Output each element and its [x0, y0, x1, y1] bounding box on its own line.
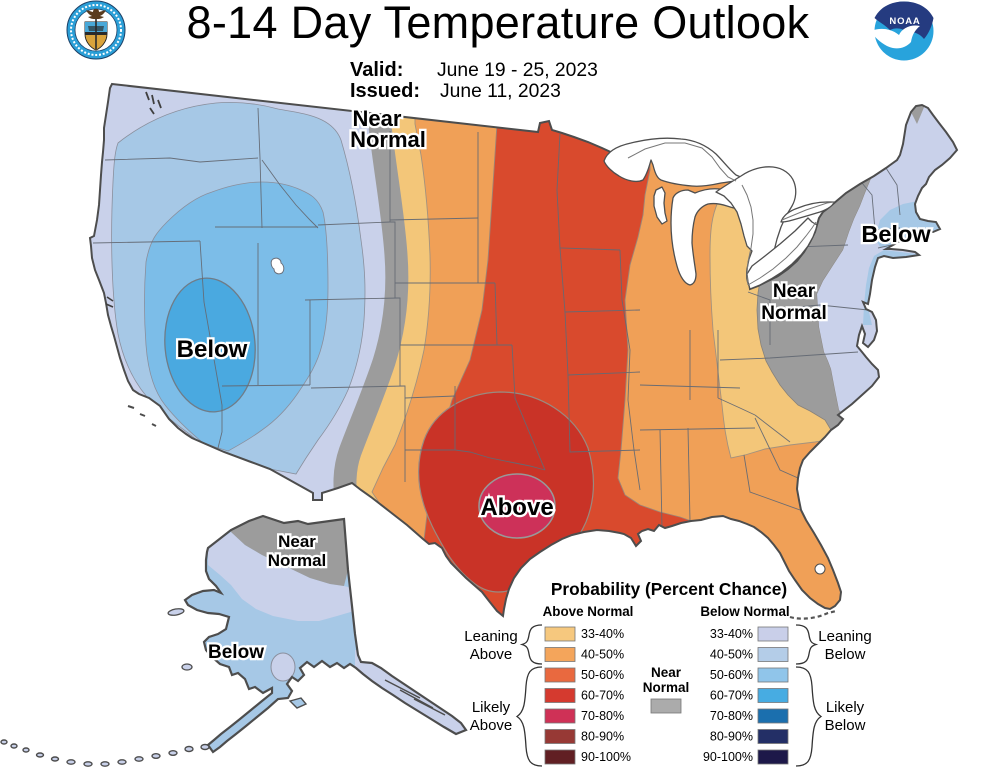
- svg-text:Above Normal: Above Normal: [543, 604, 634, 619]
- svg-text:Below: Below: [825, 646, 866, 663]
- svg-text:Near: Near: [353, 106, 402, 131]
- svg-text:June 11, 2023: June 11, 2023: [440, 81, 561, 102]
- svg-text:80-90%: 80-90%: [710, 730, 753, 744]
- svg-text:Above: Above: [470, 646, 513, 663]
- svg-text:Valid:: Valid:: [350, 59, 403, 81]
- svg-text:Normal: Normal: [761, 303, 826, 324]
- svg-text:Near: Near: [278, 532, 316, 551]
- svg-text:50-60%: 50-60%: [710, 668, 753, 682]
- svg-text:Below: Below: [177, 336, 248, 363]
- svg-text:Probability (Percent Chance): Probability (Percent Chance): [551, 579, 787, 599]
- svg-text:Normal: Normal: [268, 551, 327, 570]
- svg-text:40-50%: 40-50%: [710, 648, 753, 662]
- svg-text:8-14 Day Temperature Outlook: 8-14 Day Temperature Outlook: [187, 0, 810, 48]
- svg-text:Near: Near: [651, 665, 682, 680]
- svg-text:Below: Below: [825, 717, 866, 734]
- svg-text:90-100%: 90-100%: [581, 750, 631, 764]
- svg-text:Above: Above: [480, 494, 553, 521]
- svg-text:80-90%: 80-90%: [581, 730, 624, 744]
- svg-text:Issued:: Issued:: [350, 80, 420, 102]
- svg-text:70-80%: 70-80%: [710, 709, 753, 723]
- svg-text:50-60%: 50-60%: [581, 668, 624, 682]
- svg-text:Below: Below: [861, 221, 931, 247]
- svg-text:33-40%: 33-40%: [581, 627, 624, 641]
- svg-text:NOAA: NOAA: [889, 16, 920, 27]
- svg-text:Near: Near: [773, 281, 816, 302]
- svg-text:Below: Below: [208, 642, 264, 663]
- svg-text:Normal: Normal: [350, 127, 426, 152]
- svg-text:Below Normal: Below Normal: [700, 604, 789, 619]
- svg-text:Leaning: Leaning: [818, 628, 871, 645]
- svg-text:70-80%: 70-80%: [581, 709, 624, 723]
- svg-text:60-70%: 60-70%: [581, 689, 624, 703]
- svg-text:Leaning: Leaning: [464, 628, 517, 645]
- svg-text:June 19 - 25, 2023: June 19 - 25, 2023: [437, 60, 598, 81]
- svg-text:Normal: Normal: [643, 680, 690, 695]
- svg-text:90-100%: 90-100%: [703, 750, 753, 764]
- svg-text:33-40%: 33-40%: [710, 627, 753, 641]
- svg-text:60-70%: 60-70%: [710, 689, 753, 703]
- svg-text:Likely: Likely: [826, 699, 865, 716]
- svg-text:Above: Above: [470, 717, 513, 734]
- svg-text:40-50%: 40-50%: [581, 648, 624, 662]
- svg-text:Likely: Likely: [472, 699, 511, 716]
